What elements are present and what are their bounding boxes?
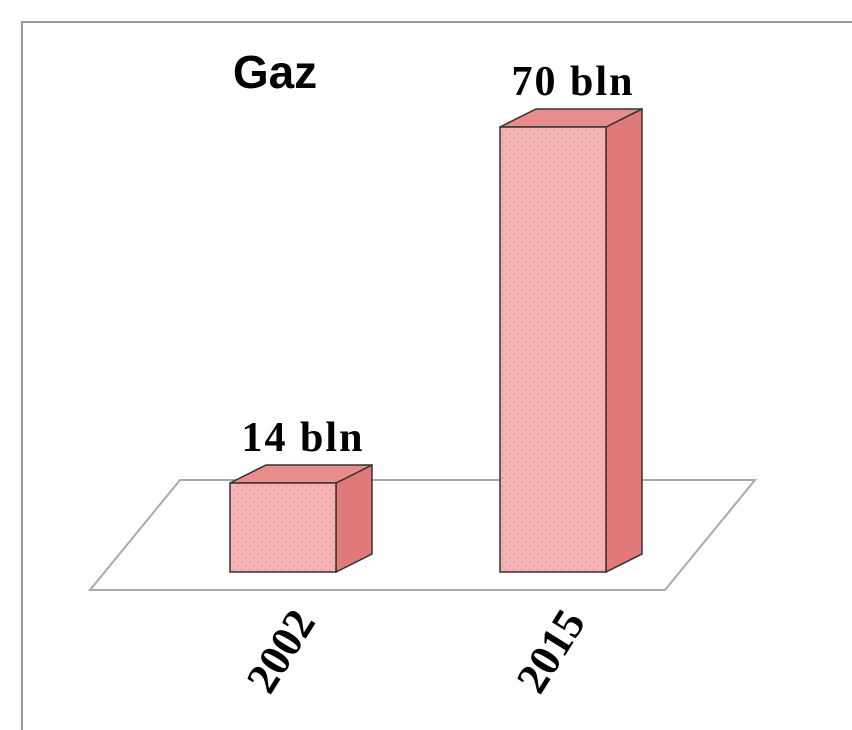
bar	[229, 482, 337, 573]
value-label: 70 bln	[512, 59, 635, 105]
bar	[499, 126, 607, 573]
chart-title: Gaz	[233, 46, 317, 98]
frame	[21, 21, 852, 730]
bar-side	[605, 107, 643, 574]
floor	[87, 479, 758, 591]
x-tick-label: 2002	[237, 601, 325, 702]
value-label: 14 bln	[242, 415, 365, 461]
x-tick-label: 2015	[507, 601, 595, 702]
